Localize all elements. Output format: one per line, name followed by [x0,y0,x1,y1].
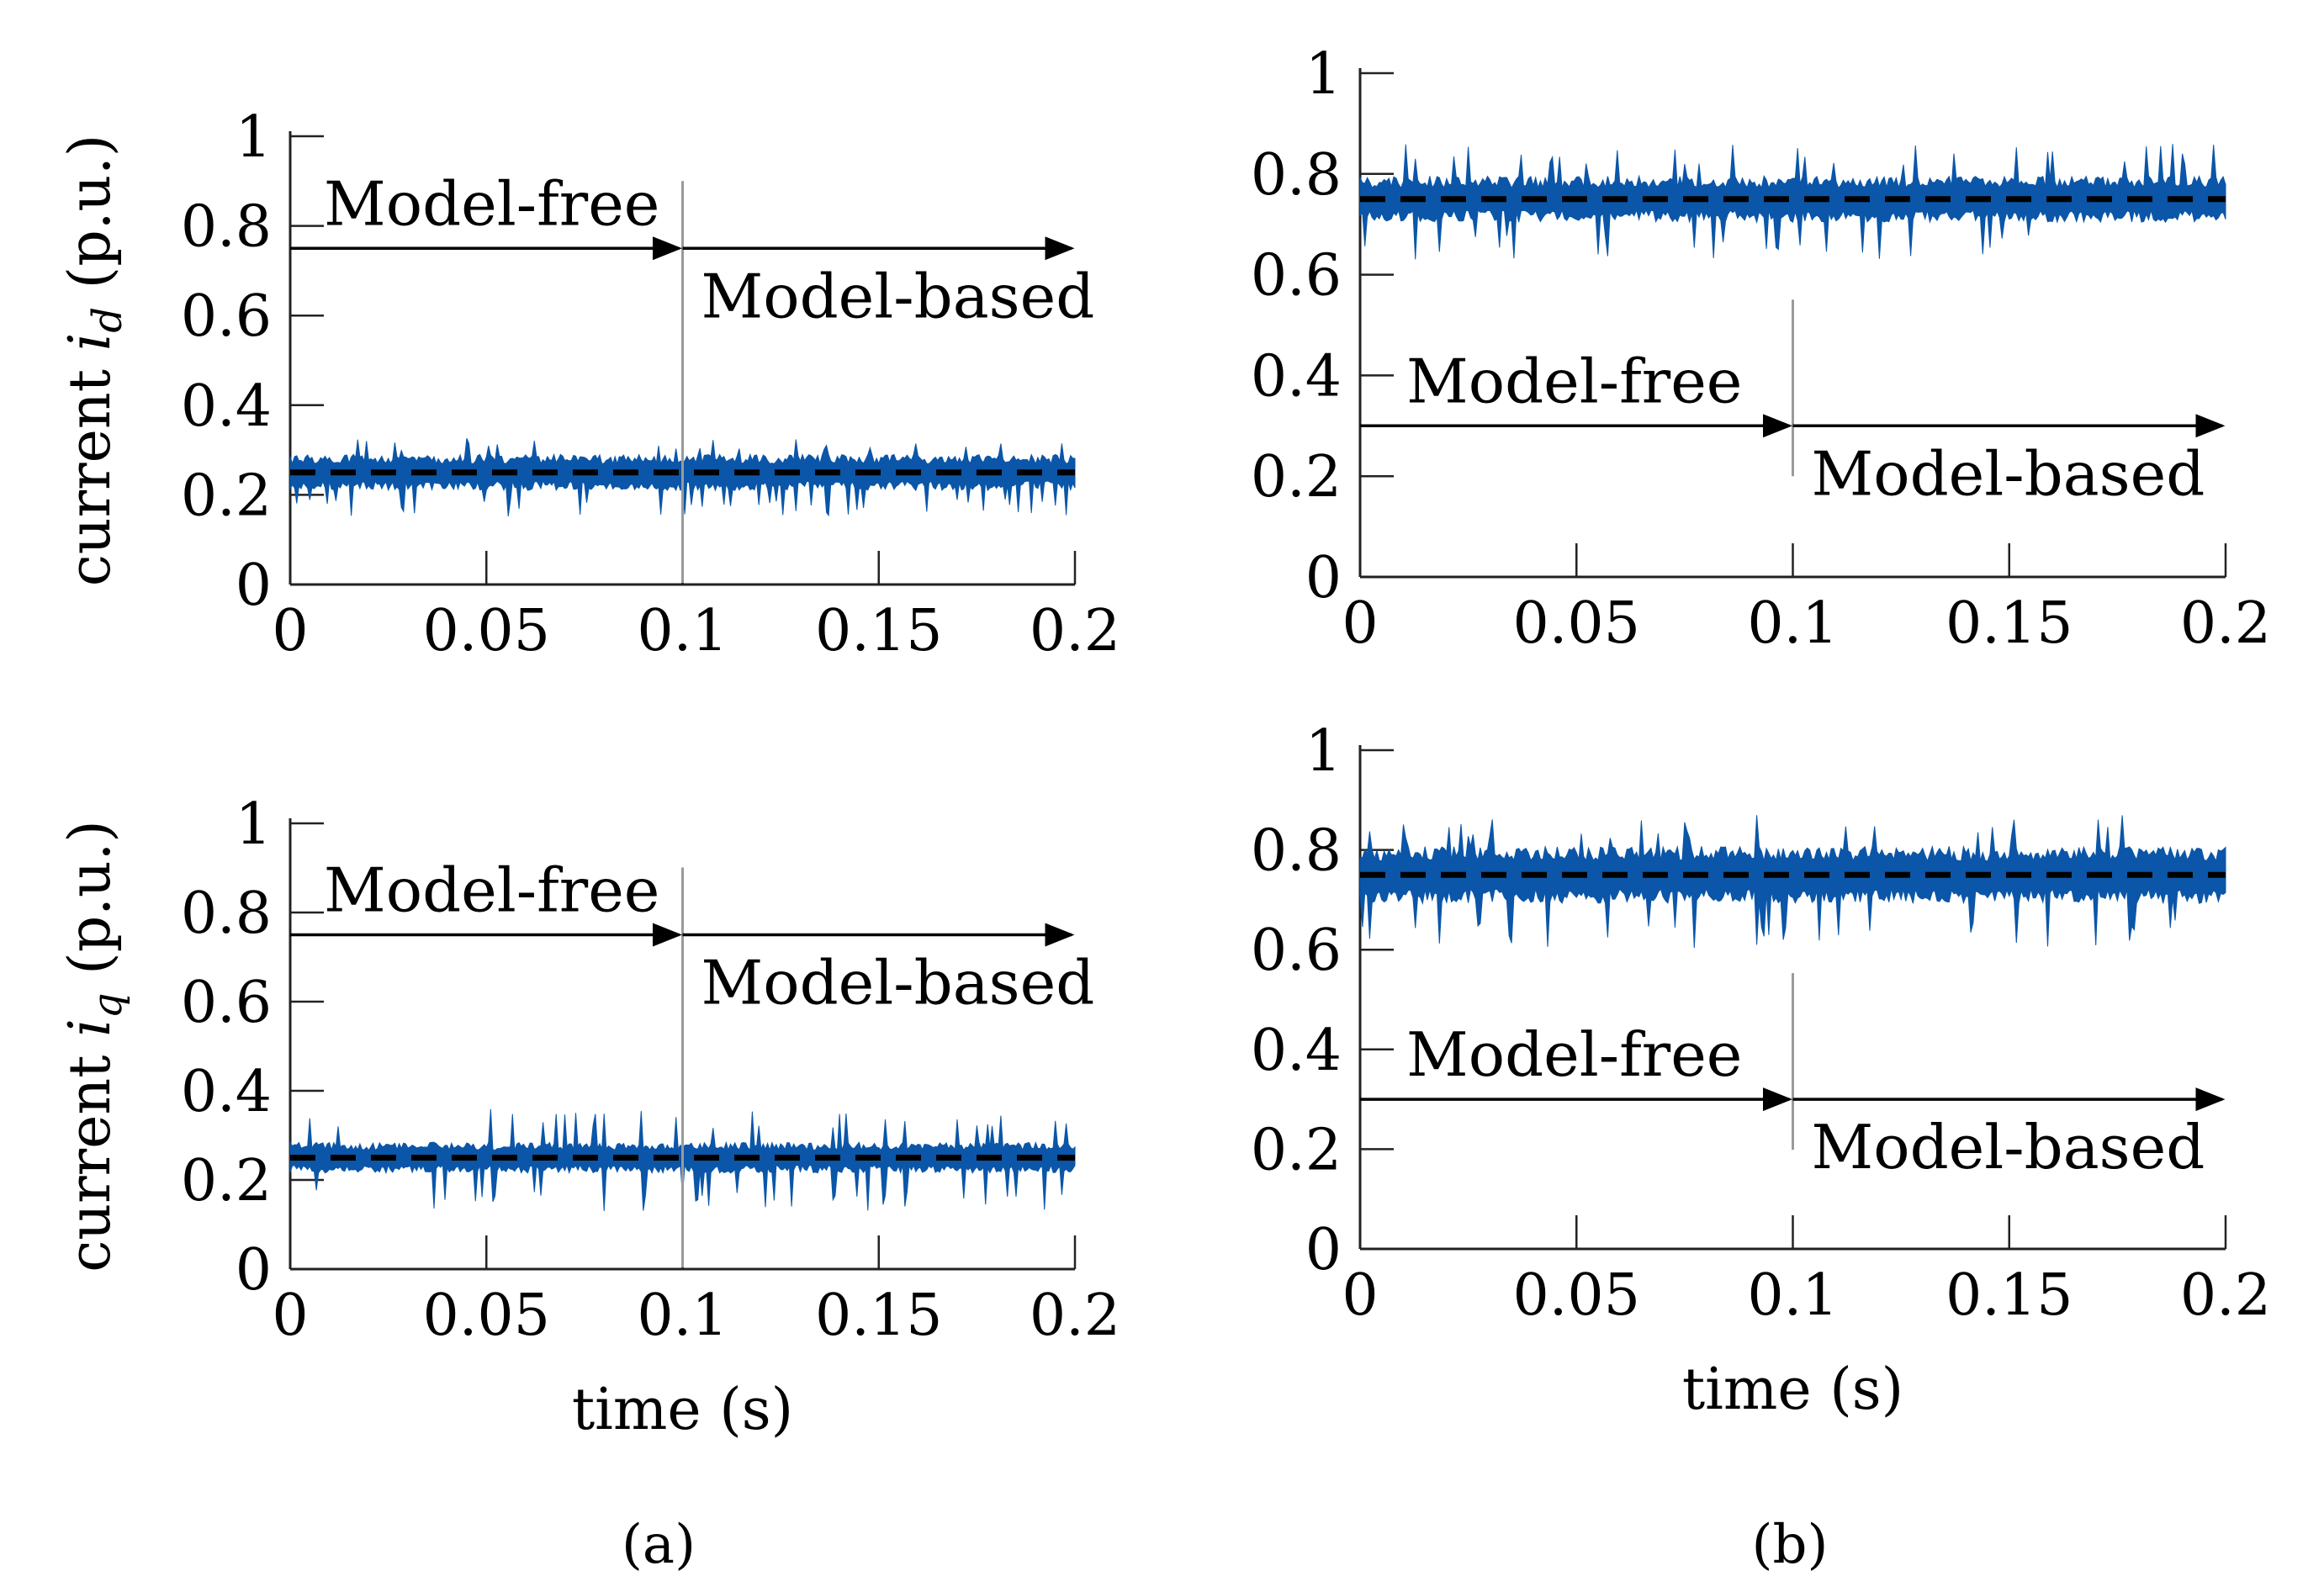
chart-b-iq: 0 0.2 0.4 0.6 0.8 1 0 0.05 0.1 0.15 0.2 Model-free M… [1251,718,2271,1423]
model-based-label: Model-based [1812,1112,2205,1182]
chart-a-id: 0 0.2 0.4 0.6 0.8 1 0 0.05 0.1 0.15 0.2 Model-free M… [57,104,1120,664]
y-tick-label: 1 [1305,718,1342,785]
y-tick-label: 1 [1305,41,1342,108]
y-axis-title-iq: current iq (p.u.) [57,820,131,1272]
x-tick-label: 0.15 [1945,1262,2073,1329]
x-tick-label: 0.2 [1030,1283,1120,1349]
signal-band [1359,815,2226,949]
ylabel-prefix: current [57,351,124,586]
y-tick-label: 1 [236,791,272,858]
x-tick-label: 0.05 [423,1283,550,1349]
x-tick-label: 0.1 [1747,1262,1838,1329]
ylabel-prefix: current [57,1037,124,1272]
model-based-label: Model-based [1812,438,2205,509]
ylabel-variable: i [57,333,124,352]
x-tick-label: 0.15 [815,1283,942,1349]
y-tick-label: 0.8 [1251,818,1342,885]
x-tick-label: 0.1 [637,598,728,664]
caption-a: (a) [622,1514,696,1576]
x-tick-label: 0.05 [1513,590,1640,657]
ylabel-unit: (p.u.) [57,135,124,307]
x-tick-label: 0.1 [637,1283,728,1349]
y-tick-label: 0 [1305,545,1342,611]
x-axis-title: time (s) [572,1377,793,1443]
caption-b: (b) [1752,1514,1829,1576]
chart-b-id: 0 0.2 0.4 0.6 0.8 1 0 0.05 0.1 0.15 0.2 Model-free M… [1251,41,2271,657]
model-free-label: Model-free [1406,346,1742,416]
x-tick-label: 0.2 [2180,590,2271,657]
y-tick-label: 0.6 [1251,243,1342,309]
y-tick-label: 0 [236,553,272,619]
model-based-label: Model-based [701,948,1095,1018]
y-tick-label: 0.6 [1251,918,1342,984]
x-tick-label: 0.05 [423,598,550,664]
y-tick-label: 0 [236,1237,272,1304]
x-tick-label: 0.15 [1945,590,2073,657]
y-tick-label: 0.4 [1251,343,1342,410]
x-tick-label: 0 [1342,1262,1378,1329]
y-tick-label: 0.2 [181,463,272,529]
y-tick-label: 0.6 [181,283,272,350]
y-tick-label: 0.2 [1251,444,1342,510]
x-tick-label: 0.2 [2180,1262,2271,1329]
x-tick-label: 0 [272,598,308,664]
ylabel-subscript: d [84,307,131,333]
y-tick-label: 0.8 [1251,142,1342,209]
y-tick-label: 1 [236,104,272,171]
y-tick-label: 0.4 [1251,1018,1342,1084]
x-tick-label: 0 [272,1283,308,1349]
x-tick-label: 0.1 [1747,590,1838,657]
y-tick-label: 0.2 [181,1148,272,1214]
ylabel-subscript: q [84,992,131,1018]
y-axis-title-id: current id (p.u.) [57,135,131,587]
x-axis-title: time (s) [1682,1357,1903,1423]
y-tick-label: 0.8 [181,881,272,947]
model-free-label: Model-free [324,855,659,926]
y-tick-label: 0.4 [181,1059,272,1125]
ylabel-variable: i [57,1018,124,1037]
ylabel-unit: (p.u.) [57,820,124,992]
y-tick-label: 0 [1305,1217,1342,1283]
y-tick-label: 0.2 [1251,1117,1342,1183]
y-tick-label: 0.6 [181,970,272,1036]
model-based-label: Model-based [701,261,1095,331]
signal-band [1359,144,2226,260]
x-tick-label: 0 [1342,590,1378,657]
x-tick-label: 0.15 [815,598,942,664]
model-free-label: Model-free [1406,1019,1742,1090]
x-tick-label: 0.2 [1030,598,1120,664]
model-free-label: Model-free [324,168,659,239]
y-tick-label: 0.4 [181,373,272,440]
x-tick-label: 0.05 [1513,1262,1640,1329]
chart-a-iq: 0 0.2 0.4 0.6 0.8 1 0 0.05 0.1 0.15 0.2 Model-free M… [57,791,1120,1443]
y-tick-label: 0.8 [181,194,272,261]
